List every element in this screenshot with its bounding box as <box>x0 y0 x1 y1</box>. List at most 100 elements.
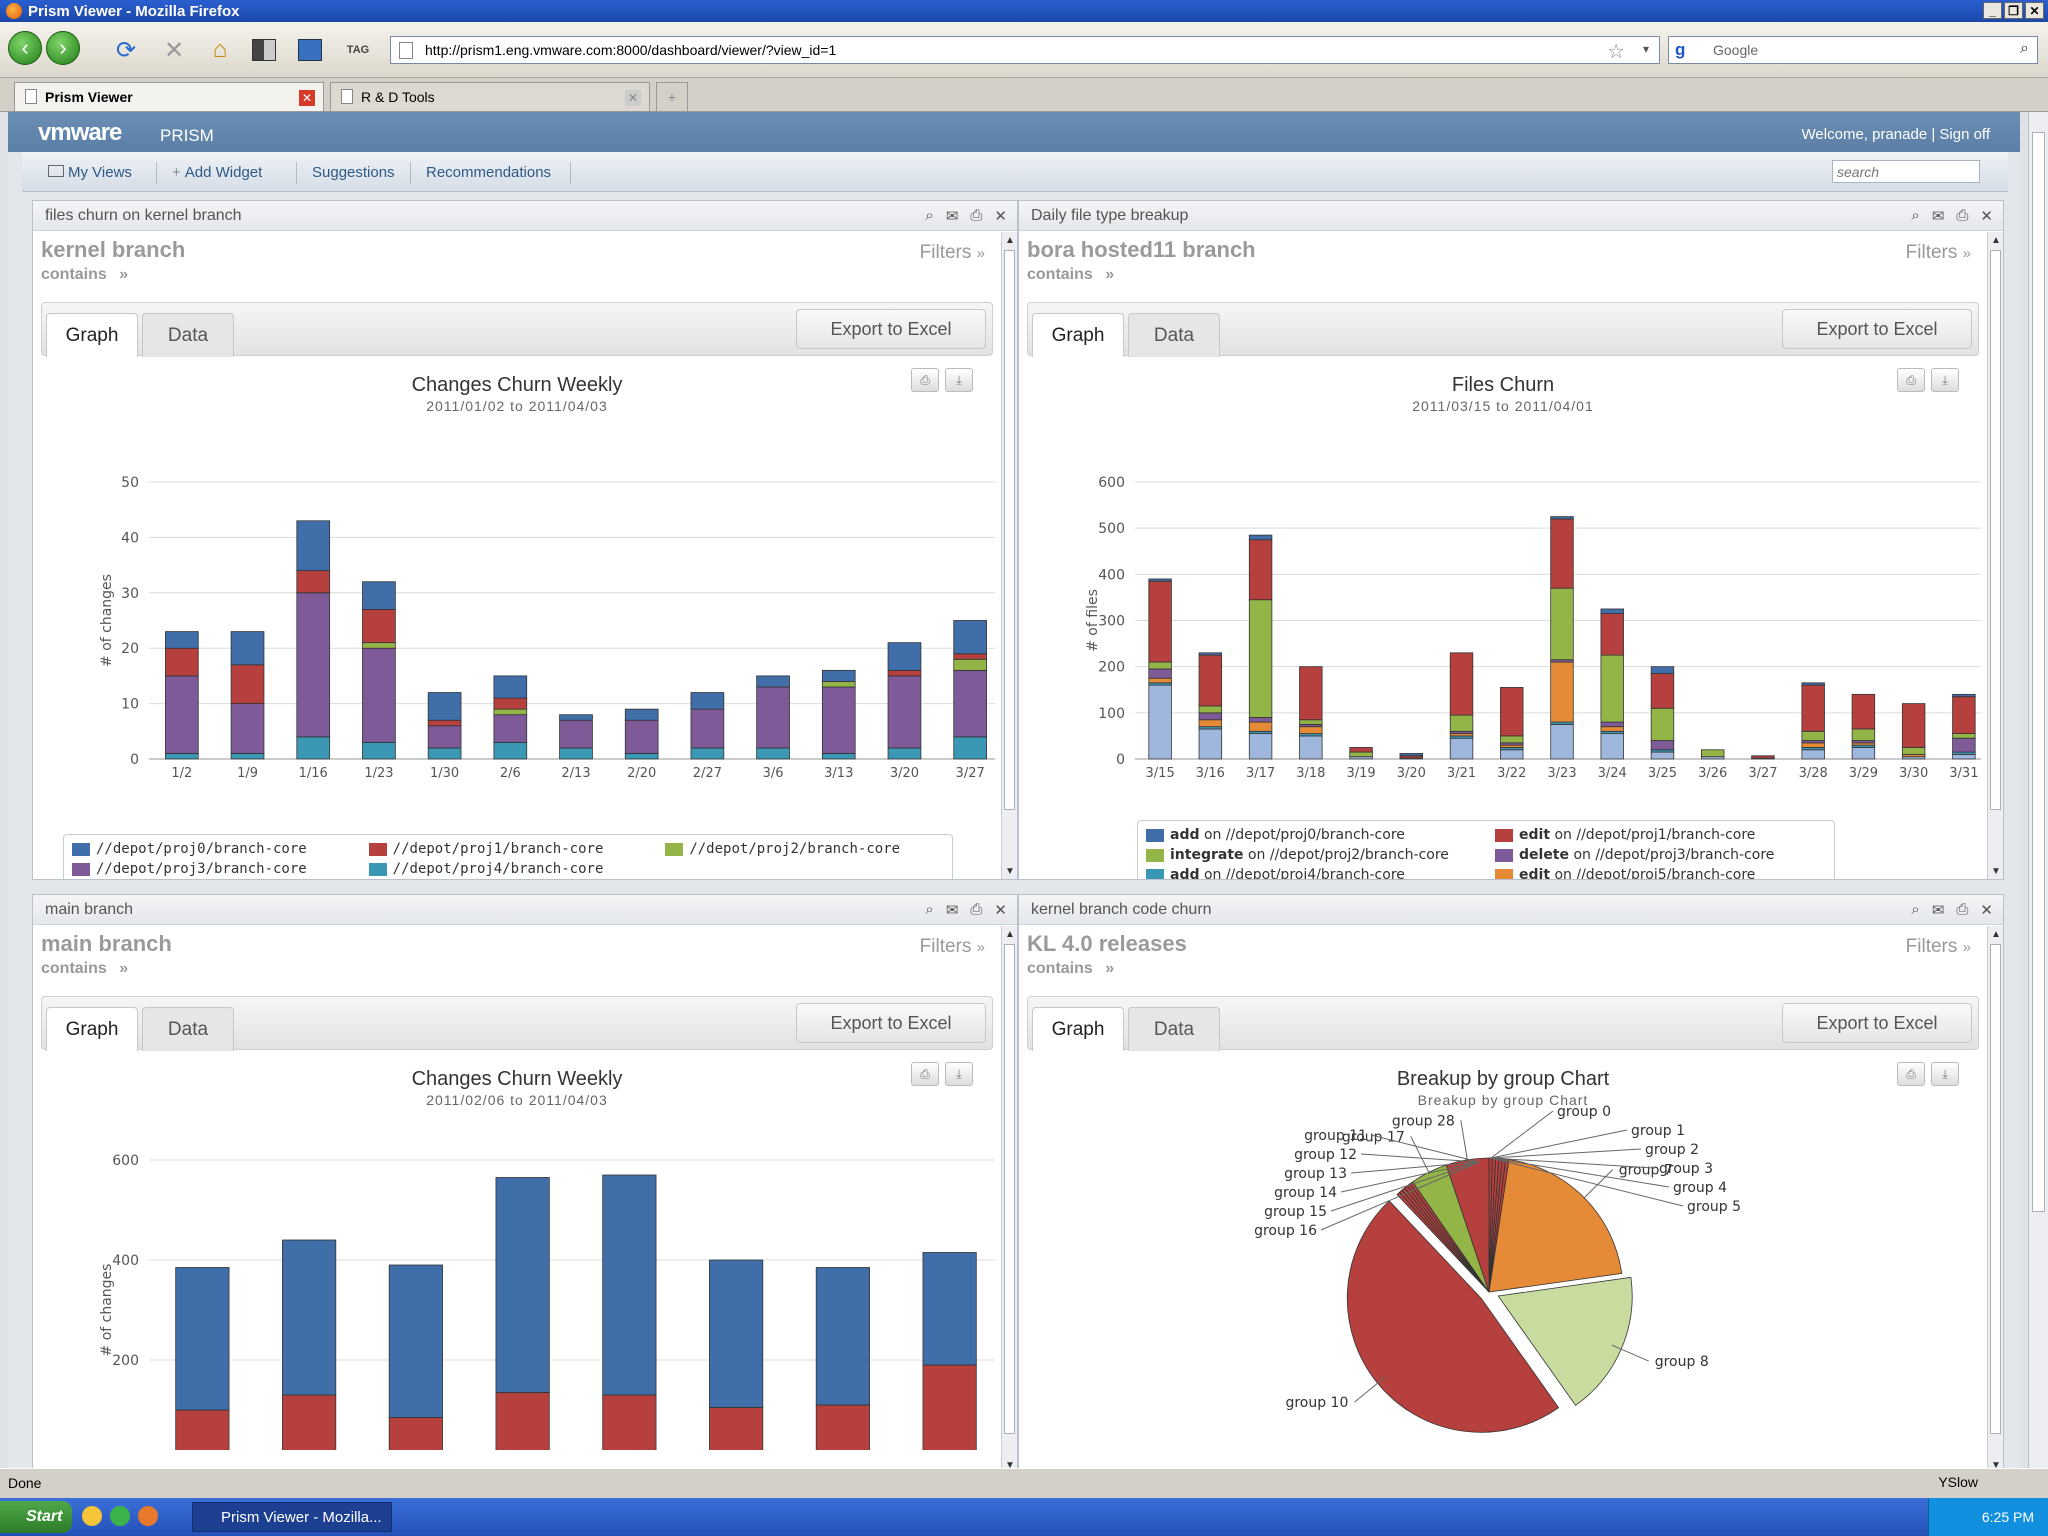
bar-segment[interactable] <box>1952 733 1976 739</box>
bar-segment[interactable] <box>709 1407 764 1451</box>
legend-item[interactable]: //depot/proj2/branch-core <box>665 839 944 859</box>
tab-graph[interactable]: Graph <box>46 313 138 357</box>
bar-segment[interactable] <box>362 647 396 743</box>
legend-item[interactable]: integrate on //depot/proj2/branch-core <box>1146 845 1477 865</box>
bar-segment[interactable] <box>1248 534 1273 541</box>
bar-segment[interactable] <box>1198 705 1223 714</box>
bar-segment[interactable] <box>165 753 199 760</box>
bar-segment[interactable] <box>1801 749 1825 760</box>
bar-segment[interactable] <box>821 669 856 682</box>
filters-toggle[interactable]: Filters » <box>1905 936 1971 957</box>
legend-item[interactable]: //depot/proj3/branch-core <box>72 859 351 879</box>
bar-segment[interactable] <box>1952 693 1976 698</box>
bar-segment[interactable] <box>559 747 593 760</box>
bar-segment[interactable] <box>296 520 331 572</box>
contains-toggle[interactable]: contains » <box>1027 960 1115 977</box>
scroll-up-icon[interactable]: ▲ <box>1991 234 2001 246</box>
contains-toggle[interactable]: contains » <box>1027 266 1115 283</box>
email-icon[interactable]: ✉ <box>945 902 959 919</box>
bar-segment[interactable] <box>493 741 528 760</box>
close-tab-icon[interactable]: ✕ <box>299 90 315 106</box>
filters-toggle[interactable]: Filters » <box>919 936 985 957</box>
stop-icon[interactable]: ✕ <box>163 36 185 64</box>
export-to-excel-button[interactable]: Export to Excel <box>1782 1003 1972 1043</box>
tab-rd-tools[interactable]: R & D Tools ✕ <box>330 82 650 111</box>
bar-segment[interactable] <box>1449 714 1474 732</box>
screen-icon[interactable] <box>250 36 278 64</box>
add-widget-button[interactable]: + Add Widget <box>172 164 263 181</box>
bar-segment[interactable] <box>495 1392 550 1451</box>
tab-data[interactable]: Data <box>1128 1007 1220 1051</box>
bar-segment[interactable] <box>1550 661 1574 723</box>
chart-download-icon[interactable]: ⤓ <box>945 1062 973 1086</box>
scroll-down-icon[interactable]: ▼ <box>1005 865 1015 877</box>
bar-segment[interactable] <box>1248 733 1273 760</box>
bar-segment[interactable] <box>1500 687 1524 737</box>
bar-segment[interactable] <box>1901 747 1926 755</box>
recommendations-button[interactable]: Recommendations <box>426 164 552 181</box>
tab-graph[interactable]: Graph <box>46 1007 138 1051</box>
bar-segment[interactable] <box>1952 737 1976 753</box>
bar-segment[interactable] <box>1650 751 1675 760</box>
chart-print-icon[interactable]: ⎙ <box>1897 368 1925 392</box>
email-icon[interactable]: ✉ <box>945 208 959 225</box>
bar-segment[interactable] <box>1248 599 1273 718</box>
bar-segment[interactable] <box>922 1364 977 1450</box>
scroll-up-icon[interactable]: ▲ <box>1005 234 1015 246</box>
bar-segment[interactable] <box>624 719 659 754</box>
bar-segment[interactable] <box>1248 721 1273 732</box>
bar-segment[interactable] <box>821 686 856 754</box>
bar-segment[interactable] <box>282 1239 337 1396</box>
reload-icon[interactable]: ⟳ <box>115 36 137 64</box>
bar-segment[interactable] <box>427 719 462 727</box>
bar-segment[interactable] <box>1600 733 1624 760</box>
window-icon[interactable] <box>296 36 324 64</box>
bar-segment[interactable] <box>602 1394 657 1450</box>
bar-segment[interactable] <box>756 675 790 688</box>
bar-segment[interactable] <box>230 631 265 666</box>
search-icon[interactable]: ⌕ <box>2020 40 2029 57</box>
scroll-down-icon[interactable]: ▼ <box>1991 865 2001 877</box>
bar-segment[interactable] <box>1299 666 1323 721</box>
bar-segment[interactable] <box>602 1174 657 1396</box>
bar-segment[interactable] <box>1449 652 1474 716</box>
legend-item[interactable]: //depot/proj1/branch-core <box>368 839 648 859</box>
bar-segment[interactable] <box>1198 728 1223 760</box>
pie-slice[interactable] <box>1488 1159 1623 1293</box>
bar-segment[interactable] <box>230 703 265 754</box>
tag-icon[interactable]: TAG <box>346 44 370 56</box>
bar-segment[interactable] <box>1650 740 1675 751</box>
bar-segment[interactable] <box>1550 518 1574 589</box>
suggestions-button[interactable]: Suggestions <box>312 164 395 181</box>
bar-segment[interactable] <box>1399 753 1423 757</box>
welcome-text[interactable]: Welcome, pranade | Sign off <box>1801 126 1990 143</box>
bar-segment[interactable] <box>887 669 922 677</box>
bar-segment[interactable] <box>362 642 396 649</box>
email-icon[interactable]: ✉ <box>1931 208 1945 225</box>
quicklaunch-icon[interactable] <box>138 1506 158 1526</box>
bar-segment[interactable] <box>230 664 265 705</box>
back-button[interactable]: ‹ <box>8 31 42 65</box>
web-search-box[interactable]: g Google ⌕ <box>1668 36 2038 64</box>
bar-segment[interactable] <box>1148 661 1172 670</box>
contains-toggle[interactable]: contains » <box>41 960 129 977</box>
tab-graph[interactable]: Graph <box>1032 1007 1124 1051</box>
bar-segment[interactable] <box>175 1267 230 1411</box>
bar-segment[interactable] <box>1600 654 1624 723</box>
tab-graph[interactable]: Graph <box>1032 313 1124 357</box>
bar-segment[interactable] <box>296 592 331 738</box>
bar-segment[interactable] <box>1500 735 1524 744</box>
bar-segment[interactable] <box>1148 578 1172 582</box>
scroll-up-icon[interactable]: ▲ <box>1005 928 1015 940</box>
chart-print-icon[interactable]: ⎙ <box>1897 1062 1925 1086</box>
url-dropdown-icon[interactable]: ▾ <box>1642 42 1649 56</box>
bar-segment[interactable] <box>953 658 987 671</box>
bar-segment[interactable] <box>1148 668 1172 679</box>
widget-scrollbar[interactable]: ▲ ▼ <box>1987 232 2003 879</box>
my-views-button[interactable]: My Views <box>48 164 132 181</box>
tab-data[interactable]: Data <box>1128 313 1220 357</box>
bar-segment[interactable] <box>296 736 331 760</box>
bookmark-star-icon[interactable]: ☆ <box>1607 41 1625 63</box>
widget-scrollbar[interactable]: ▲ ▼ <box>1001 926 1017 1473</box>
new-tab-button[interactable]: + <box>656 82 688 111</box>
